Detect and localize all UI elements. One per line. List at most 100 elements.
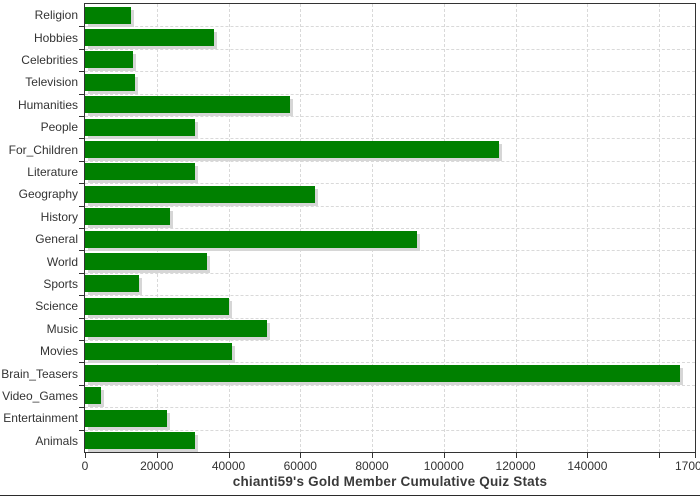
x-tick [228, 453, 230, 458]
category-label: For_Children [8, 142, 78, 157]
bar-world [85, 252, 207, 270]
y-tick [79, 228, 84, 229]
category-label: History [40, 209, 78, 224]
y-tick [79, 429, 84, 431]
bar-science [85, 297, 229, 315]
grid-line-vertical [515, 4, 517, 452]
grid-line-horizontal [85, 93, 695, 95]
x-tick [300, 453, 302, 458]
x-tick [515, 453, 517, 458]
x-tick [85, 453, 86, 458]
bar-video_games [85, 387, 101, 405]
y-tick [79, 317, 84, 319]
category-label: General [35, 232, 78, 247]
x-tick-label: 40000 [211, 459, 246, 473]
y-tick [79, 93, 84, 95]
bar-animals [85, 432, 195, 450]
x-tick-label: 60000 [283, 459, 317, 473]
chart-title: chianti59's Gold Member Cumulative Quiz … [232, 474, 548, 489]
bar-music [85, 320, 267, 338]
grid-line-horizontal [85, 340, 695, 341]
bar-history [85, 208, 170, 226]
category-label: Religion [34, 8, 78, 23]
grid-line-vertical [372, 4, 374, 452]
bottom-rule [0, 495, 700, 496]
grid-line-vertical [659, 4, 661, 452]
x-tick [587, 453, 589, 458]
y-tick [79, 340, 84, 341]
category-label: Science [35, 299, 78, 314]
y-tick [79, 138, 84, 140]
bar-hobbies [85, 28, 214, 46]
grid-line-horizontal [85, 205, 695, 207]
y-tick [79, 407, 84, 409]
x-tick-label: 80000 [355, 459, 389, 473]
plot-border [84, 3, 696, 453]
category-label: Celebrities [21, 53, 78, 67]
y-tick [79, 295, 84, 297]
y-tick [79, 362, 84, 364]
x-tick [695, 453, 696, 458]
grid-line-horizontal [85, 160, 695, 162]
category-label: Television [25, 75, 78, 90]
grid-line-horizontal [85, 429, 695, 431]
bar-for_children [85, 140, 499, 158]
x-tick [372, 453, 374, 458]
bar-brain_teasers [85, 364, 680, 382]
grid-line-horizontal [85, 272, 695, 274]
bar-people [85, 118, 195, 136]
grid-line-horizontal [85, 317, 695, 319]
x-tick-label: 0 [81, 459, 89, 473]
y-tick [79, 272, 84, 274]
category-label: Geography [18, 187, 78, 202]
grid-line-horizontal [85, 295, 695, 297]
category-label: Sports [43, 277, 78, 291]
y-tick [79, 250, 84, 252]
y-tick [79, 71, 84, 73]
x-tick-label: 100000 [423, 459, 464, 473]
bar-literature [85, 163, 195, 181]
y-tick [79, 183, 84, 185]
grid-line-horizontal [85, 48, 695, 50]
category-label: Movies [39, 344, 78, 359]
grid-line-horizontal [85, 116, 695, 117]
category-label: Literature [27, 165, 78, 179]
grid-line-horizontal [85, 250, 695, 252]
grid-line-horizontal [85, 26, 695, 28]
category-label: People [40, 120, 78, 135]
x-tick-label: 170000 [674, 459, 700, 473]
grid-line-vertical [443, 4, 445, 452]
grid-line-horizontal [85, 407, 695, 409]
grid-line-vertical [300, 4, 302, 452]
category-label: Brain_Teasers [1, 366, 78, 381]
y-tick [79, 384, 84, 386]
bar-humanities [85, 96, 290, 114]
grid-line-horizontal [85, 138, 695, 140]
category-label: Humanities [17, 97, 78, 112]
category-label: Animals [35, 433, 78, 448]
y-tick [79, 116, 84, 117]
grid-line-vertical [587, 4, 589, 452]
bar-general [85, 230, 417, 248]
bar-celebrities [85, 51, 133, 69]
bar-sports [85, 275, 139, 293]
x-tick [659, 453, 661, 458]
x-tick-label: 120000 [495, 459, 536, 473]
x-tick [156, 453, 158, 458]
bar-television [85, 73, 135, 91]
bar-geography [85, 185, 315, 203]
category-label: Music [46, 321, 78, 336]
grid-line-horizontal [85, 183, 695, 185]
category-label: Video_Games [2, 389, 78, 403]
category-label: Hobbies [33, 30, 78, 45]
y-tick [79, 205, 84, 207]
x-tick-label: 140000 [567, 459, 608, 473]
grid-line-vertical [228, 4, 230, 452]
y-tick [79, 160, 84, 162]
y-tick [79, 48, 84, 50]
grid-line-horizontal [85, 362, 695, 364]
y-tick [79, 26, 84, 28]
x-tick-label: 20000 [140, 459, 174, 473]
